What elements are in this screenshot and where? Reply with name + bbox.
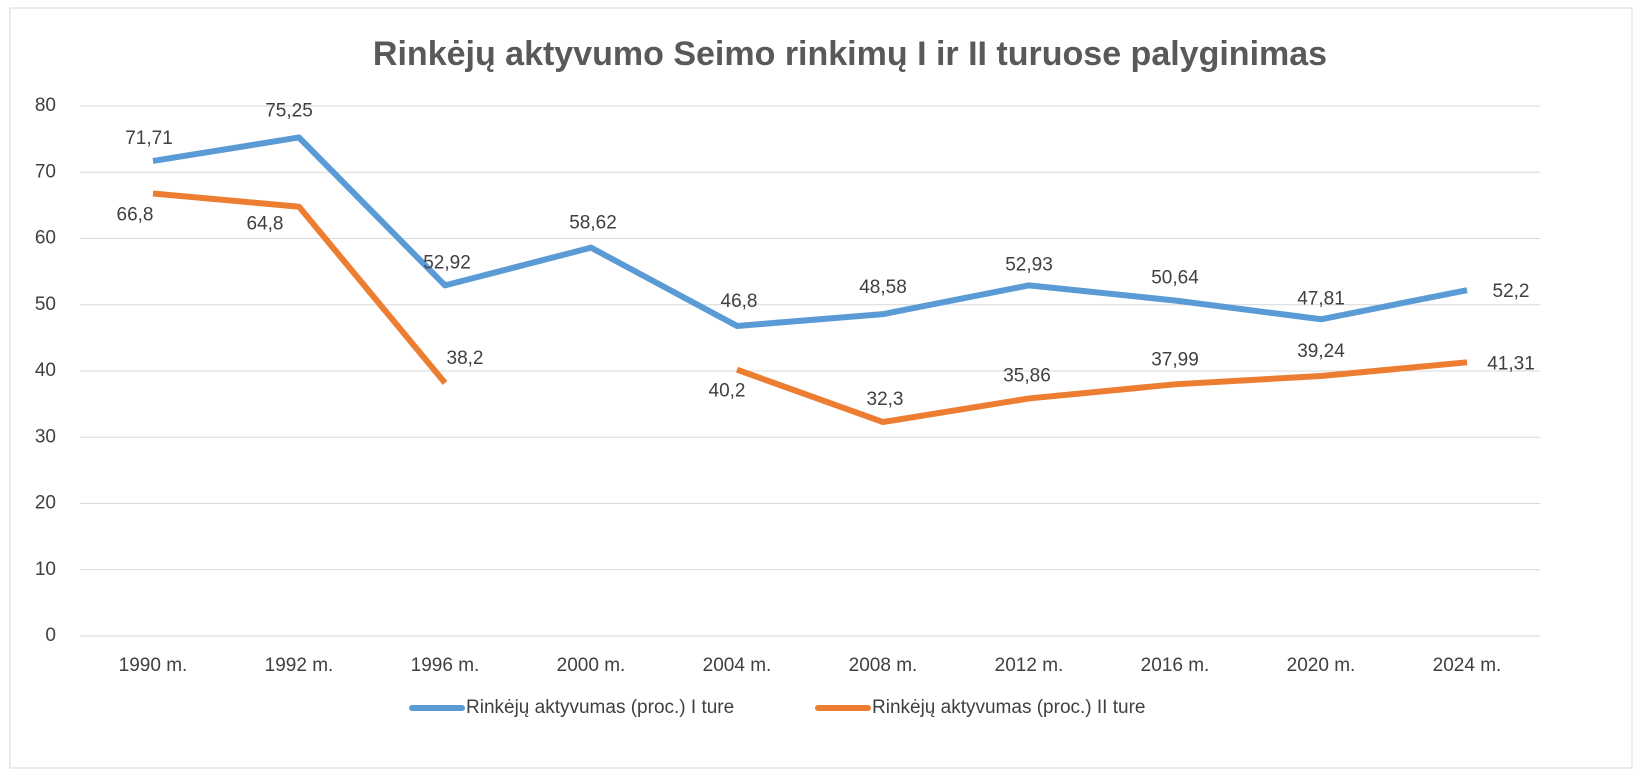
data-label: 58,62	[569, 213, 617, 234]
legend-label: Rinkėjų aktyvumas (proc.) I ture	[466, 697, 734, 718]
x-tick-label: 2020 m.	[1287, 655, 1356, 676]
x-tick-label: 2004 m.	[703, 655, 772, 676]
data-label: 50,64	[1151, 268, 1199, 289]
x-tick-label: 2008 m.	[849, 655, 918, 676]
data-label: 47,81	[1297, 288, 1345, 309]
legend-label: Rinkėjų aktyvumas (proc.) II ture	[872, 697, 1145, 718]
data-label: 75,25	[265, 100, 313, 121]
x-tick-label: 2024 m.	[1433, 655, 1502, 676]
x-tick-label: 1992 m.	[265, 655, 334, 676]
data-label: 35,86	[1003, 365, 1051, 386]
chart-title: Rinkėjų aktyvumo Seimo rinkimų I ir II t…	[373, 35, 1327, 73]
data-label: 46,8	[721, 291, 758, 312]
data-label: 41,31	[1487, 353, 1535, 374]
data-label: 52,2	[1493, 281, 1530, 302]
data-label: 32,3	[867, 389, 904, 410]
data-label: 52,93	[1005, 254, 1053, 275]
y-tick-label: 60	[35, 228, 56, 249]
x-tick-label: 2012 m.	[995, 655, 1064, 676]
y-tick-label: 70	[35, 161, 56, 182]
data-label: 39,24	[1297, 341, 1345, 362]
data-label: 71,71	[125, 128, 173, 149]
y-tick-label: 10	[35, 559, 56, 580]
data-label: 40,2	[709, 381, 746, 402]
y-tick-label: 20	[35, 493, 56, 514]
y-tick-label: 50	[35, 294, 56, 315]
data-label: 66,8	[117, 204, 154, 225]
y-tick-label: 40	[35, 360, 56, 381]
x-tick-label: 2000 m.	[557, 655, 626, 676]
series-line	[152, 190, 1468, 426]
y-tick-label: 80	[35, 95, 56, 116]
series-line	[152, 134, 1468, 329]
y-tick-label: 30	[35, 426, 56, 447]
chart-border	[9, 7, 1633, 769]
y-tick-label: 0	[45, 625, 56, 646]
data-label: 48,58	[859, 277, 907, 298]
x-tick-label: 1990 m.	[119, 655, 188, 676]
data-label: 38,2	[447, 348, 484, 369]
data-label: 52,92	[423, 252, 471, 273]
x-tick-label: 1996 m.	[411, 655, 480, 676]
data-label: 37,99	[1151, 349, 1199, 370]
data-label: 64,8	[247, 214, 284, 235]
x-tick-label: 2016 m.	[1141, 655, 1210, 676]
